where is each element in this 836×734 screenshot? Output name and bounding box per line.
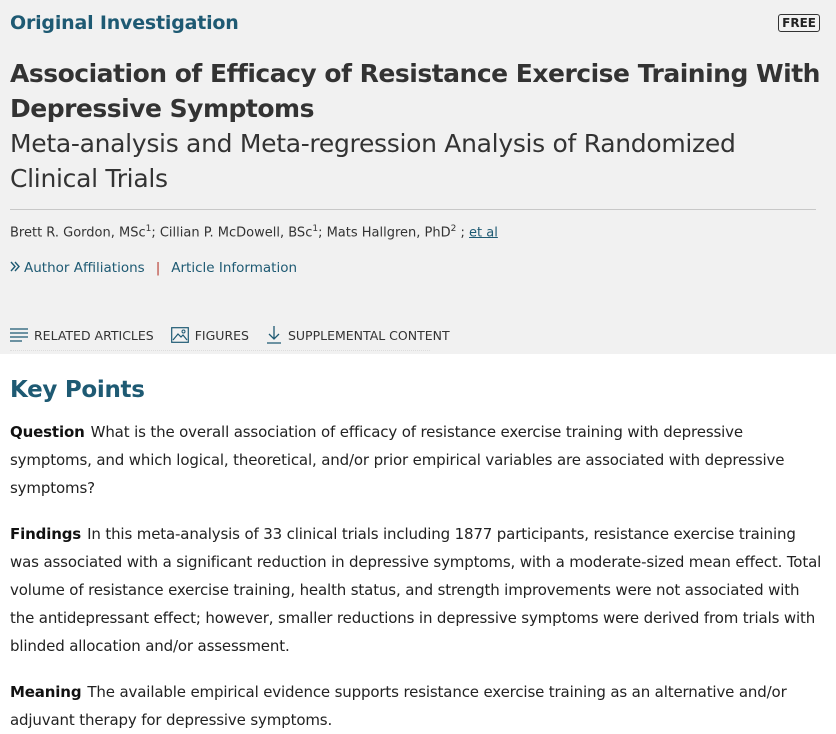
author-affiliation-marker: 1 [312,224,319,234]
tab-label: RELATED ARTICLES [34,327,154,343]
article-title: Association of Efficacy of Resistance Ex… [10,59,820,123]
tab-underline [10,350,430,351]
free-badge: FREE [778,14,820,32]
tab-label: SUPPLEMENTAL CONTENT [287,327,450,343]
article-type-label: Original Investigation [10,12,239,34]
tab-related-articles[interactable]: RELATED ARTICLES [10,324,154,346]
key-point-findings: Findings In this meta-analysis of 33 clin… [10,520,826,660]
list-icon [10,328,28,342]
chevron-right-icon [10,260,21,276]
key-point-text: The available empirical evidence support… [10,683,787,729]
article-information-link[interactable]: Article Information [171,260,298,277]
key-point-meaning: Meaning The available empirical evidence … [10,678,826,734]
author-name[interactable]: Cillian P. McDowell, BSc [159,225,313,241]
author-separator: ; [456,225,470,241]
article-header: Original Investigation FREE Association … [0,0,836,354]
key-points-heading: Key Points [10,377,145,403]
author-affiliation-marker: 1 [145,224,152,234]
author-separator: ; [318,225,327,241]
article-subtitle: Meta-analysis and Meta-regression Analys… [10,129,736,193]
key-point-question: Question What is the overall association … [10,418,826,502]
author-name[interactable]: Brett R. Gordon, MSc [10,225,146,241]
tab-supplemental-content[interactable]: SUPPLEMENTAL CONTENT [266,324,450,346]
key-point-label: Findings [10,525,82,543]
download-icon [266,326,281,344]
et-al-link[interactable]: et al [469,225,498,241]
author-list: Brett R. Gordon, MSc1; Cillian P. McDowe… [10,220,826,242]
link-separator: | [155,260,161,277]
key-point-text: In this meta-analysis of 33 clinical tri… [10,525,822,655]
header-divider [10,209,816,210]
tab-figures[interactable]: FIGURES [170,324,249,346]
key-point-text: What is the overall association of effic… [10,423,785,497]
author-name[interactable]: Mats Hallgren, PhD [326,225,451,241]
article-tabs: RELATED ARTICLES FIGURES SUPPLEMENTAL CO… [10,324,467,351]
key-point-label: Question [10,423,85,441]
key-points-section: Key Points Question What is the overall a… [0,354,836,734]
article-info-links: Author Affiliations | Article Informatio… [10,260,826,276]
author-separator: ; [151,225,160,241]
tab-label: FIGURES [194,327,249,343]
author-affiliation-marker: 2 [450,224,457,234]
image-icon [170,327,189,343]
author-affiliations-link[interactable]: Author Affiliations [24,260,145,277]
key-point-label: Meaning [10,683,82,701]
